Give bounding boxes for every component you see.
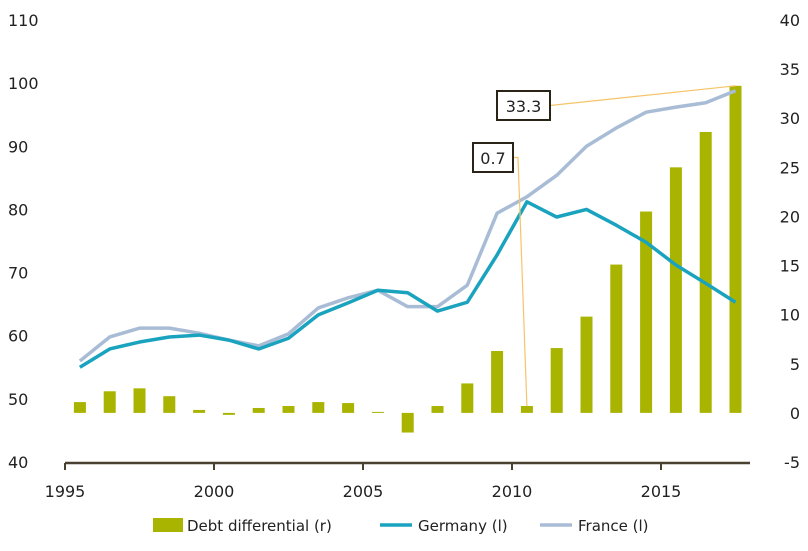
bar-1996	[103, 391, 116, 413]
annotation-leader	[513, 156, 528, 407]
y-right-tick-label: 30	[780, 109, 800, 128]
y-right-tick-label: 20	[780, 207, 800, 226]
bar-1997	[133, 388, 146, 413]
y-axis-left-ticks: 40 50 60 70 80 90 100 110	[8, 11, 39, 472]
bar-2013	[610, 264, 623, 413]
bar-2004	[342, 403, 355, 413]
y-left-tick-label: 80	[8, 200, 28, 219]
line-series	[78, 89, 737, 369]
bar-2007	[431, 406, 444, 413]
y-left-tick-label: 70	[8, 264, 28, 283]
x-tick-label: 2015	[641, 482, 682, 501]
bar-2017	[729, 85, 742, 413]
legend-label-france: France (l)	[578, 517, 649, 535]
legend-label-debt-differential: Debt differential (r)	[187, 517, 332, 535]
line-france	[78, 89, 737, 363]
line-germany	[78, 200, 737, 369]
bar-2014	[640, 211, 653, 413]
legend-swatch-debt-differential	[153, 518, 183, 532]
y-right-tick-label: 5	[790, 355, 800, 374]
annotation-label: 0.7	[480, 149, 505, 168]
bar-2012	[580, 316, 593, 413]
y-right-tick-label: 40	[780, 11, 800, 30]
y-left-tick-label: 50	[8, 390, 28, 409]
bar-2009	[491, 351, 504, 413]
bar-2003	[312, 402, 325, 413]
x-tick-label: 2005	[343, 482, 384, 501]
bar-2008	[461, 383, 474, 413]
bar-2016	[699, 131, 712, 413]
bar-2006	[401, 412, 414, 433]
y-axis-right-ticks: -5 0 5 10 15 20 25 30 35 40	[780, 11, 800, 472]
annotation-box	[496, 90, 551, 121]
y-right-tick-label: 25	[780, 158, 800, 177]
annotation-leader	[549, 85, 736, 107]
y-right-tick-label: 35	[780, 60, 800, 79]
y-left-tick-label: 40	[8, 453, 28, 472]
y-right-tick-label: 0	[790, 404, 800, 423]
bar-2001	[252, 407, 265, 413]
legend-label-germany: Germany (l)	[418, 517, 508, 535]
y-left-tick-label: 90	[8, 137, 28, 156]
x-tick-label: 1995	[45, 482, 86, 501]
y-right-tick-label: -5	[784, 453, 800, 472]
bar-series-debt-differential	[73, 85, 742, 433]
y-right-tick-label: 10	[780, 306, 800, 325]
bar-2005	[371, 411, 384, 413]
y-left-tick-label: 110	[8, 11, 39, 30]
x-tick-label: 2010	[492, 482, 533, 501]
bar-2015	[669, 167, 682, 413]
annotation-box	[472, 142, 514, 173]
y-right-tick-label: 15	[780, 257, 800, 276]
bar-1995	[73, 402, 86, 413]
bar-2011	[550, 348, 563, 413]
y-left-tick-label: 60	[8, 327, 28, 346]
x-tick-label: 2000	[194, 482, 235, 501]
y-left-tick-label: 100	[8, 74, 39, 93]
annotation-label: 33.3	[506, 97, 542, 116]
bar-1998	[163, 396, 176, 413]
legend: Debt differential (r) Germany (l) France…	[153, 517, 649, 535]
annotations: 0.7 33.3	[472, 85, 736, 407]
bar-2002	[282, 406, 295, 413]
x-axis-ticks: 1995 2000 2005 2010 2015	[45, 463, 682, 501]
bar-2000	[222, 412, 235, 415]
bar-2010	[520, 406, 533, 413]
bar-1999	[193, 409, 206, 413]
